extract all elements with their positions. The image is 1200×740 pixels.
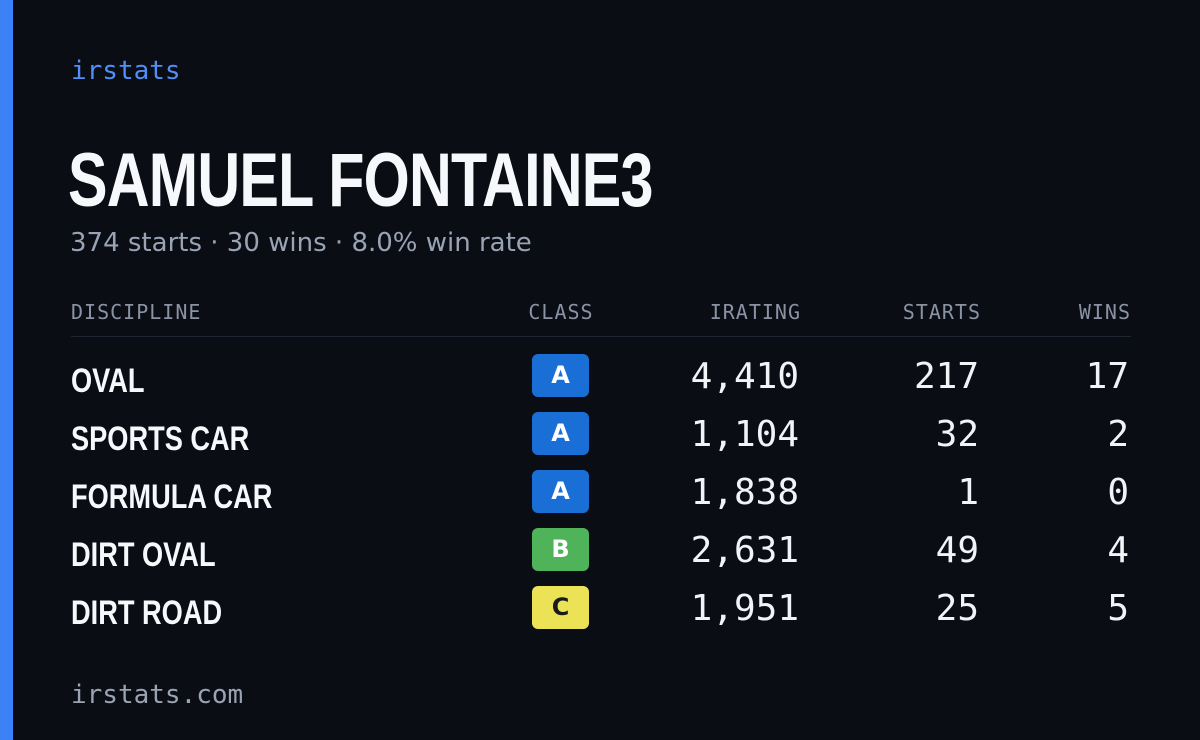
page-title: SAMUEL FONTAINE3 bbox=[68, 138, 654, 223]
column-header-wins: WINS bbox=[1078, 300, 1131, 324]
starts-value: 217 bbox=[913, 356, 979, 397]
class-badge: C bbox=[532, 586, 589, 629]
column-header-discipline: DISCIPLINE bbox=[71, 300, 202, 324]
column-header-class: CLASS bbox=[528, 300, 594, 324]
irating-value: 1,951 bbox=[690, 588, 799, 629]
irating-value: 1,838 bbox=[690, 472, 799, 513]
starts-value: 49 bbox=[935, 530, 979, 571]
irating-value: 1,104 bbox=[690, 414, 799, 455]
table-row: DIRT OVAL B 2,631 49 4 bbox=[71, 528, 1131, 586]
class-badge: A bbox=[532, 354, 589, 397]
wins-value: 2 bbox=[1107, 414, 1129, 455]
table-row: OVAL A 4,410 217 17 bbox=[71, 354, 1131, 412]
wins-value: 17 bbox=[1085, 356, 1129, 397]
discipline-name: FORMULA CAR bbox=[71, 478, 273, 516]
player-summary: 374 starts · 30 wins · 8.0% win rate bbox=[70, 228, 532, 258]
irating-value: 4,410 bbox=[690, 356, 799, 397]
starts-value: 32 bbox=[935, 414, 979, 455]
column-header-starts: STARTS bbox=[902, 300, 981, 324]
table-row: DIRT ROAD C 1,951 25 5 bbox=[71, 586, 1131, 644]
footer-link[interactable]: irstats.com bbox=[71, 680, 244, 710]
brand-logo[interactable]: irstats bbox=[71, 56, 181, 86]
table-header: DISCIPLINE CLASS IRATING STARTS WINS bbox=[71, 300, 1131, 337]
wins-value: 5 bbox=[1107, 588, 1129, 629]
table-row: FORMULA CAR A 1,838 1 0 bbox=[71, 470, 1131, 528]
discipline-name: DIRT ROAD bbox=[71, 594, 223, 632]
discipline-name: DIRT OVAL bbox=[71, 536, 216, 574]
starts-value: 25 bbox=[935, 588, 979, 629]
discipline-name: OVAL bbox=[71, 362, 145, 400]
class-badge: A bbox=[532, 470, 589, 513]
class-badge: A bbox=[532, 412, 589, 455]
starts-value: 1 bbox=[957, 472, 979, 513]
irating-value: 2,631 bbox=[690, 530, 799, 571]
table-row: SPORTS CAR A 1,104 32 2 bbox=[71, 412, 1131, 470]
discipline-name: SPORTS CAR bbox=[71, 420, 250, 458]
wins-value: 0 bbox=[1107, 472, 1129, 513]
wins-value: 4 bbox=[1107, 530, 1129, 571]
class-badge: B bbox=[532, 528, 589, 571]
column-header-irating: IRATING bbox=[709, 300, 801, 324]
accent-bar bbox=[0, 0, 13, 740]
